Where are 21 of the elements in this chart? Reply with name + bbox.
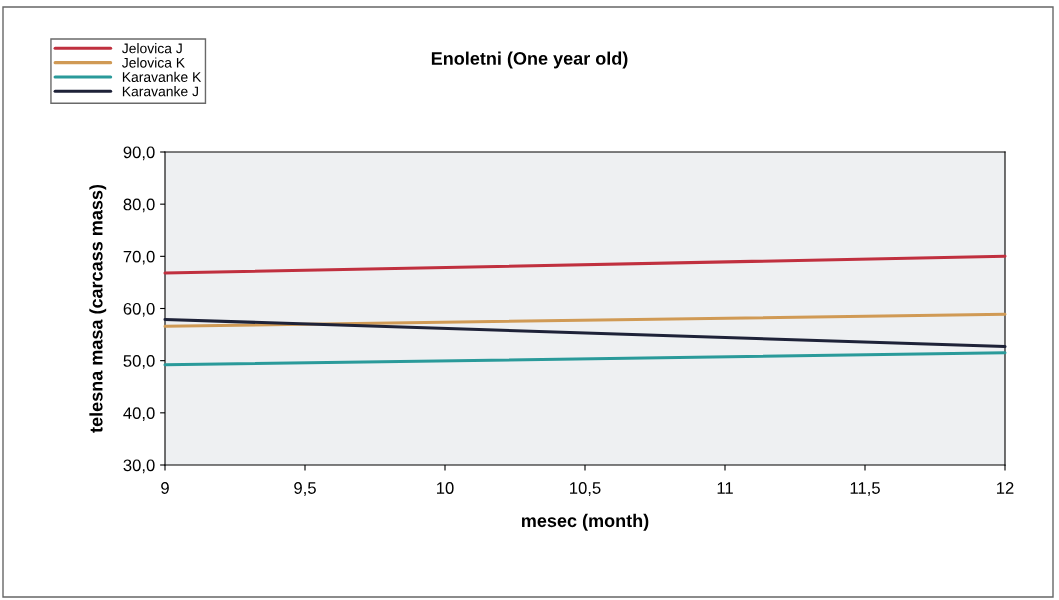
legend-label: Jelovica K	[121, 57, 185, 68]
y-tick-label: 50,0	[123, 355, 155, 369]
x-tick-label: 9,5	[294, 482, 316, 496]
legend-label: Jelovica J	[121, 43, 182, 54]
x-tick-label: 10,5	[570, 482, 601, 496]
y-tick-label: 70,0	[123, 250, 155, 265]
legend-label: Karavanke K	[122, 71, 202, 82]
x-tick-label: 12	[997, 482, 1014, 494]
legend-label: Karavanke J	[122, 86, 198, 97]
x-tick-label: 11	[717, 482, 733, 494]
x-axis-title: mesec (month)	[521, 513, 649, 531]
x-tick-label: 9	[161, 482, 169, 494]
y-axis-title: telesna masa (carcass mass)	[89, 184, 107, 433]
x-tick-label: 10	[437, 482, 454, 494]
y-tick-label: 40,0	[123, 407, 155, 422]
y-tick-label: 90,0	[123, 146, 155, 161]
y-tick-label: 80,0	[123, 198, 155, 213]
x-tick-label: 11,5	[850, 482, 880, 496]
y-tick-label: 60,0	[123, 302, 155, 317]
y-tick-label: 30,0	[123, 459, 155, 474]
chart-title: Enoletni (One year old)	[431, 51, 628, 69]
